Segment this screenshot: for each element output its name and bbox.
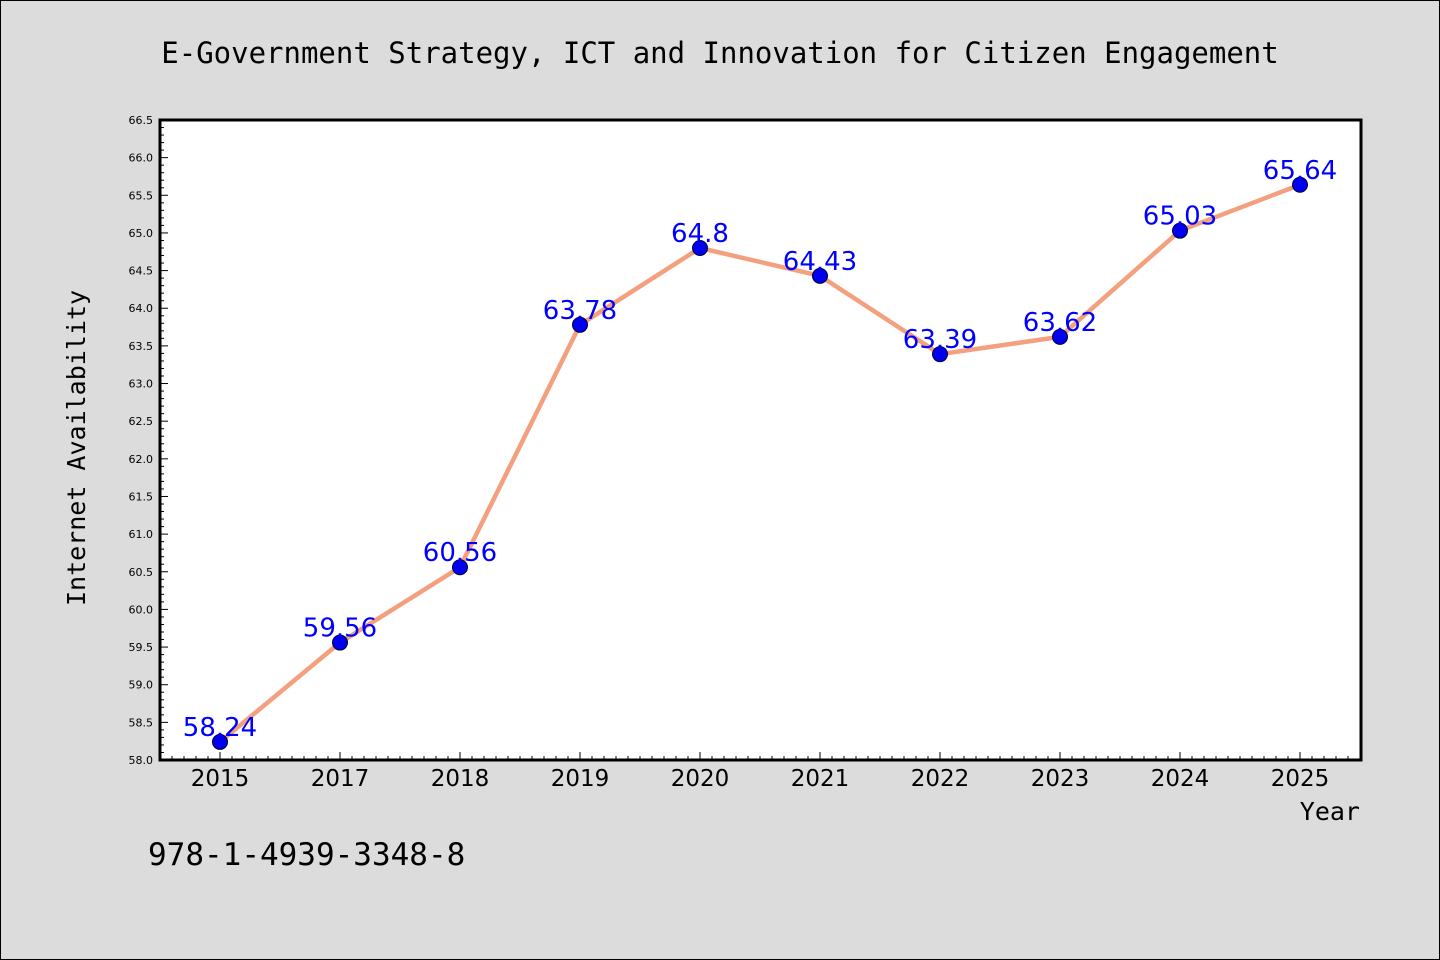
x-tick-label: 2017 — [311, 766, 370, 792]
x-axis-title: Year — [1300, 797, 1360, 826]
y-tick-label: 62.0 — [129, 453, 154, 466]
x-tick-label: 2024 — [1151, 766, 1210, 792]
y-tick-label: 59.5 — [129, 641, 154, 654]
x-tick-label: 2020 — [671, 766, 730, 792]
data-label: 63.62 — [1023, 308, 1097, 338]
y-tick-label: 66.5 — [129, 114, 154, 127]
y-tick-label: 66.0 — [129, 152, 154, 165]
series-line — [217, 182, 1303, 745]
data-label: 64.8 — [671, 219, 729, 249]
data-point — [932, 346, 948, 363]
y-tick-label: 64.5 — [129, 265, 154, 278]
data-label: 60.56 — [423, 538, 497, 568]
y-tick-label: 59.0 — [129, 679, 154, 692]
x-tick-label: 2019 — [551, 766, 610, 792]
y-tick-label: 62.5 — [129, 415, 154, 428]
data-label: 65.64 — [1263, 156, 1337, 186]
data-label: 58.24 — [183, 713, 257, 743]
marker-group — [212, 176, 1308, 750]
y-tick-label: 65.5 — [129, 189, 154, 202]
x-tick-label: 2021 — [791, 766, 850, 792]
y-tick-label: 64.0 — [129, 302, 154, 315]
y-axis-title: Internet Availability — [62, 290, 91, 606]
data-point — [212, 733, 228, 750]
y-tick-label: 60.0 — [129, 603, 154, 616]
data-point — [332, 634, 348, 651]
data-label: 59.56 — [303, 614, 377, 644]
data-point — [1052, 328, 1068, 345]
data-point — [692, 240, 708, 256]
x-tick-label: 2022 — [911, 766, 970, 792]
y-tick-label: 61.0 — [129, 528, 154, 541]
data-point — [452, 559, 468, 576]
y-tick-label: 58.5 — [129, 716, 154, 729]
y-tick-label: 63.5 — [129, 340, 154, 353]
x-tick-label: 2015 — [191, 766, 250, 792]
data-label: 64.43 — [783, 247, 857, 277]
x-tick-label: 2018 — [431, 766, 490, 792]
y-axis: 58.0 58.5 59.0 59.5 60.0 60.5 61.0 61.5 62.0 62.5… — [129, 114, 168, 767]
x-tick-label: 2023 — [1031, 766, 1090, 792]
data-label-group: 58.24 59.56 60.56 63.78 64.8 64.43 63.39 63.62 6… — [183, 156, 1337, 743]
x-axis: 2015 2017 2018 2019 2020 2021 2022 2023 2024 2025 — [171, 752, 1361, 792]
data-point — [1172, 222, 1188, 239]
y-tick-label: 63.0 — [129, 378, 154, 391]
data-label: 65.03 — [1143, 202, 1217, 232]
data-label: 63.78 — [543, 296, 617, 326]
y-tick-label: 60.5 — [129, 566, 154, 579]
x-tick-label: 2025 — [1271, 766, 1330, 792]
plot-area — [158, 118, 1363, 762]
isbn-label: 978-1-4939-3348-8 — [148, 837, 465, 873]
data-point — [812, 267, 828, 284]
data-point — [572, 316, 588, 333]
chart-title: E-Government Strategy, ICT and Innovatio… — [161, 36, 1278, 70]
y-tick-label: 61.5 — [129, 490, 154, 503]
y-tick-label: 58.0 — [129, 754, 154, 767]
data-point — [1292, 176, 1308, 193]
y-tick-label: 65.0 — [129, 227, 154, 240]
series-line-group — [217, 182, 1303, 745]
data-label: 63.39 — [903, 325, 977, 355]
